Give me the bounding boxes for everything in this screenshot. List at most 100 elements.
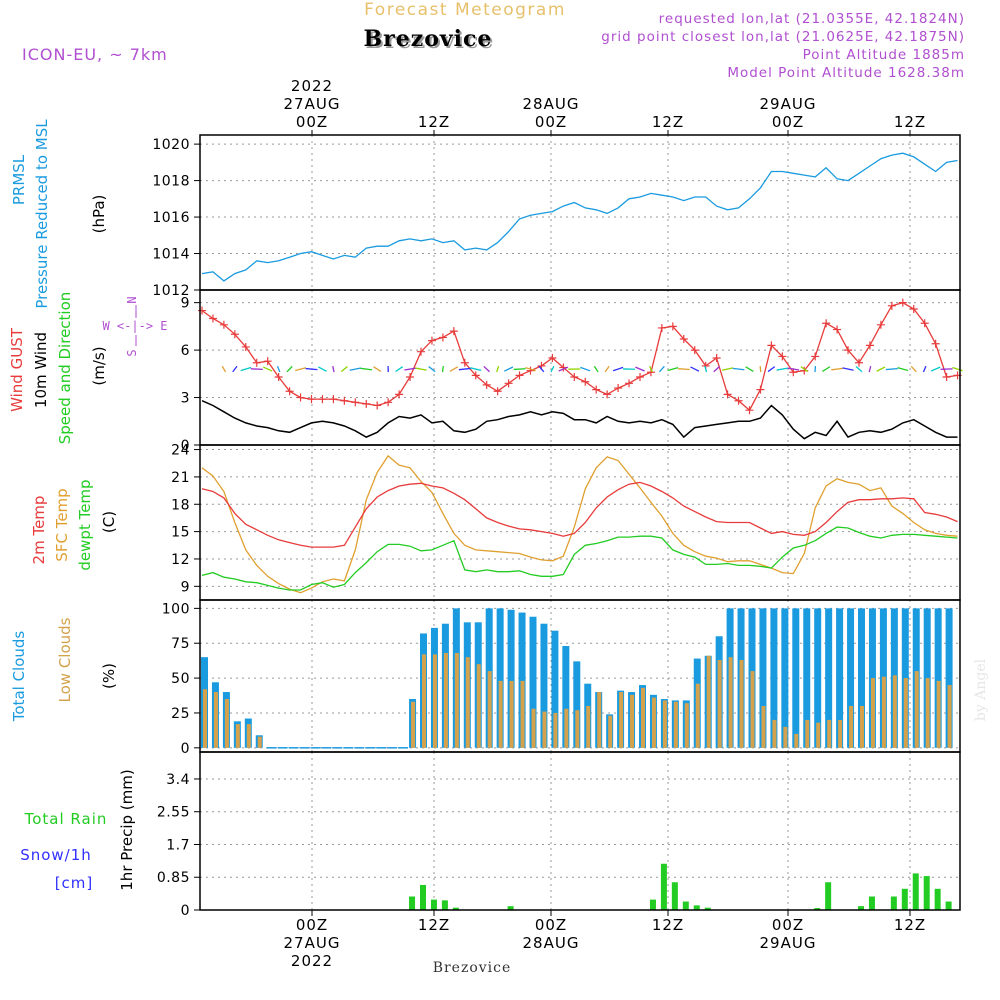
wind-direction-arrow <box>800 366 809 373</box>
gust-marker <box>778 352 787 361</box>
point-altitude: Point Altitude 1885m <box>803 47 965 63</box>
low-cloud-bar <box>422 654 426 748</box>
gust-marker <box>712 354 721 363</box>
bottom-time-label: 00Z <box>772 916 804 934</box>
gust-marker <box>373 401 382 410</box>
wind-direction-arrow <box>831 367 844 371</box>
temp-label-dewpt: dewpt Temp <box>76 479 94 570</box>
pressure-line <box>201 152 958 282</box>
total-cloud-bar <box>803 608 811 748</box>
low-cloud-bar <box>816 722 821 748</box>
gust-marker <box>887 301 896 310</box>
wind-direction-arrow <box>868 365 872 373</box>
wind-direction-arrow <box>910 365 917 373</box>
wind-direction-arrow <box>340 366 348 373</box>
wind-direction-arrow <box>470 367 482 371</box>
panel-frame <box>199 134 961 291</box>
low-cloud-bar <box>706 655 711 748</box>
gust-marker <box>384 398 393 407</box>
low-cloud-bar <box>542 711 547 748</box>
bottom-time-label: 12Z <box>894 916 926 934</box>
wind-direction-arrow <box>250 368 263 370</box>
gust-marker <box>318 395 327 404</box>
clouds-label-low: Low Clouds <box>56 617 74 702</box>
wind10m-line <box>201 400 958 440</box>
rain-bar <box>945 901 952 910</box>
gust-marker <box>909 304 918 313</box>
top-time-label: 2022 <box>291 77 333 95</box>
rain-bar <box>441 900 448 910</box>
low-cloud-bar <box>597 692 602 748</box>
gust-marker <box>668 322 677 331</box>
rain-bar <box>890 896 897 910</box>
ytick-label: 1016 <box>152 210 190 226</box>
top-time-label: 12Z <box>418 113 450 131</box>
wind-label-dir: Speed and Direction <box>56 292 74 445</box>
rain-bar <box>682 901 689 910</box>
low-cloud-bar <box>498 680 503 748</box>
bottom-time-label: 12Z <box>418 916 450 934</box>
gust-marker <box>581 377 590 386</box>
ytick-label: 25 <box>171 706 190 722</box>
low-cloud-bar <box>947 685 952 748</box>
low-cloud-bar <box>783 726 788 748</box>
ytick-label: 0.85 <box>157 870 190 886</box>
wind-direction-arrow <box>360 367 373 371</box>
total-cloud-bar <box>551 630 559 748</box>
ytick-label: 3.4 <box>166 772 190 788</box>
wind-direction-arrow <box>332 365 335 373</box>
total-cloud-bar <box>868 608 876 748</box>
ytick-label: 1020 <box>152 137 190 153</box>
gust-line <box>201 302 958 412</box>
wind-direction-arrow <box>349 367 361 371</box>
wind-direction-arrow <box>855 365 863 373</box>
wind-direction-arrow <box>745 366 754 372</box>
low-cloud-bar <box>827 719 832 748</box>
wind-direction-arrow <box>776 367 789 371</box>
sfc-temp-line <box>201 454 958 594</box>
total-cloud-bar <box>781 608 789 748</box>
low-cloud-bar <box>860 705 864 748</box>
wind-direction-arrow <box>604 365 610 373</box>
compass-south: S <box>125 349 139 356</box>
pressure-label-2: Pressure Reduced to MSL <box>33 119 51 309</box>
wind-direction-arrow <box>876 366 886 372</box>
wind-direction-arrow <box>922 365 927 373</box>
gust-marker <box>252 358 261 367</box>
gust-marker <box>208 314 217 323</box>
rain-bar <box>858 906 864 910</box>
top-time-label: 28AUG <box>523 95 580 113</box>
low-cloud-bar <box>903 678 908 748</box>
gust-marker <box>219 320 228 329</box>
wind-direction-arrow <box>538 365 545 373</box>
rain-bar <box>452 907 459 910</box>
requested-lonlat: requested lon,lat (21.0355E, 42.1824N) <box>659 11 965 27</box>
rain-bar <box>430 899 437 910</box>
wind-direction-arrow <box>318 366 327 372</box>
total-cloud-bar <box>934 608 942 748</box>
low-cloud-bar <box>443 652 448 748</box>
low-cloud-bar <box>564 708 569 748</box>
low-cloud-bar <box>520 680 525 748</box>
ytick-label: 6 <box>181 343 190 359</box>
wind-direction-arrow <box>842 367 854 371</box>
ytick-label: 0 <box>181 741 190 757</box>
wind-direction-arrow <box>732 367 745 371</box>
gust-marker <box>438 333 447 342</box>
precip-unit: 1hr Precip (mm) <box>118 769 136 890</box>
gust-marker <box>690 346 699 355</box>
gust-marker <box>570 372 579 381</box>
low-cloud-bar <box>432 654 437 748</box>
total-cloud-bar <box>825 608 833 748</box>
wind-direction-arrow <box>513 368 526 371</box>
gust-marker <box>471 371 480 380</box>
gust-marker <box>745 406 754 415</box>
ytick-label: 3 <box>181 391 190 407</box>
wind-direction-arrow <box>593 365 599 373</box>
gust-marker <box>876 320 885 329</box>
wind-direction-arrow <box>458 367 471 371</box>
wind-direction-arrow <box>897 367 909 372</box>
rain-bar <box>671 882 678 910</box>
total-cloud-bar <box>923 608 931 748</box>
